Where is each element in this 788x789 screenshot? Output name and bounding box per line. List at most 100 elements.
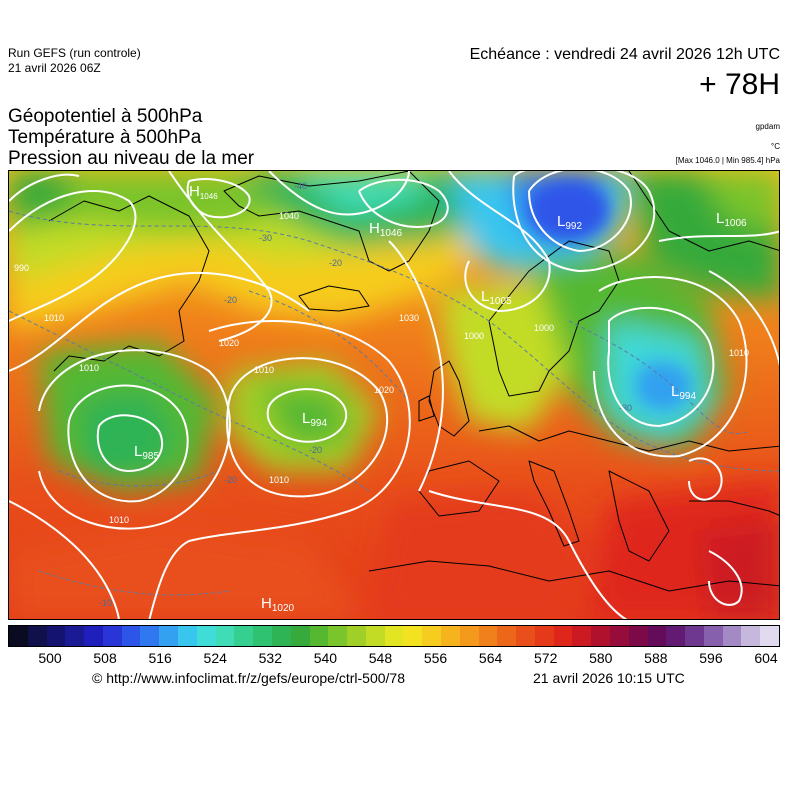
colorbar-swatch [140,626,160,646]
colorbar-tick-label: 548 [368,650,393,666]
colorbar-swatch [497,626,517,646]
colorbar-swatch [516,626,535,646]
title-temperature: Température à 500hPa [8,127,202,148]
low-center: L992 [557,213,582,232]
colorbar-tick-labels: 500 508 516 524 532 540 548 556 564 572 580 588 596 6… [8,650,780,668]
colorbar-swatch [440,626,460,646]
colorbar-tick-label: 532 [258,650,282,666]
colorbar-swatch [478,626,498,646]
colorbar-tick-label: 516 [148,650,172,666]
pressure-range: [Max 1046.0 | Min 985.4] hPa [675,156,780,165]
colorbar-swatch [328,626,348,646]
colorbar-swatch [459,626,479,646]
low-center: L994 [302,410,327,429]
colorbar-swatch [253,626,272,646]
colorbar-swatch [178,626,197,646]
colorbar-tick-label: 588 [644,650,668,666]
colorbar-tick-label: 596 [699,650,723,666]
svg-text:1010: 1010 [254,365,274,375]
lead-time: + 78H [699,68,780,101]
copyright-url: © http://www.infoclimat.fr/z/gefs/europe… [92,670,406,686]
colorbar-swatch [65,626,85,646]
temperature-labels: -40 -30 -20 -20 -20 -20 -10 -30 [99,181,632,608]
colorbar-swatch [215,626,235,646]
colorbar-swatch [347,626,366,646]
run-date: 21 avril 2026 06Z [8,61,101,75]
isobars [9,171,779,619]
weather-map: -40 -30 -20 -20 -20 -20 -10 -30 [8,170,780,620]
svg-text:-30: -30 [259,233,272,243]
colorbar-tick-label: 500 [38,650,62,666]
svg-text:-20: -20 [224,475,237,485]
svg-text:1010: 1010 [109,515,129,525]
colorbar-swatch [271,626,291,646]
colorbar-swatch [290,626,310,646]
colorbar-swatch [741,626,761,646]
weather-map-svg: -40 -30 -20 -20 -20 -20 -10 -30 [9,171,779,619]
low-center: L985 [134,443,159,462]
colorbar-swatch [534,626,554,646]
colorbar [8,625,780,647]
colorbar-tick-label: 580 [589,650,613,666]
colorbar-swatch [365,626,385,646]
colorbar-swatch [610,626,629,646]
colorbar-tick-label: 556 [423,650,448,666]
low-center: L1006 [716,210,747,229]
svg-text:1020: 1020 [219,338,239,348]
low-center: L1005 [481,288,512,307]
colorbar-swatch [553,626,573,646]
colorbar-swatch [403,626,423,646]
svg-text:1040: 1040 [279,211,299,221]
colorbar-swatch [309,626,329,646]
colorbar-swatch [760,626,780,646]
colorbar-swatch [27,626,47,646]
colorbar-swatch [422,626,441,646]
svg-text:1010: 1010 [44,313,64,323]
svg-text:-40: -40 [294,181,307,191]
low-center: L994 [671,383,696,402]
colorbar-swatch [628,626,648,646]
svg-text:-10: -10 [99,598,112,608]
svg-text:1030: 1030 [399,313,419,323]
high-center: H1046 [189,183,218,201]
colorbar-swatch [384,626,404,646]
colorbar-tick-label: 508 [93,650,117,666]
colorbar-swatch [703,626,723,646]
colorbar-swatch [102,626,122,646]
colorbar-swatch [666,626,686,646]
colorbar-swatch [234,626,254,646]
colorbar-tick-label: 564 [478,650,503,666]
issued-time: 21 avril 2026 10:15 UTC [533,670,685,686]
forecast-valid-time: Echéance : vendredi 24 avril 2026 12h UT… [469,46,780,63]
isobar-labels: 1040 1030 1020 1010 1000 1020 1010 1010 … [14,211,749,525]
colorbar-swatch [685,626,704,646]
colorbar-swatch [722,626,742,646]
svg-text:-20: -20 [224,295,237,305]
colorbar-tick-label: 540 [313,650,338,666]
colorbar-swatch [9,626,28,646]
colorbar-swatch [121,626,141,646]
colorbar-swatch [647,626,667,646]
svg-text:1000: 1000 [464,331,484,341]
colorbar-tick-label: 604 [754,650,778,666]
svg-text:-30: -30 [619,403,632,413]
run-name: Run GEFS (run controle) [8,46,141,60]
title-geopotential: Géopotentiel à 500hPa [8,106,203,127]
svg-text:1010: 1010 [269,475,289,485]
unit-geopotential: gpdam [755,122,780,131]
pressure-centers: H1046 H1046 L992 L1006 L1005 L994 L985 L… [134,183,747,614]
colorbar-swatch [591,626,610,646]
svg-text:990: 990 [14,263,29,273]
colorbar-swatch [46,626,66,646]
colorbar-tick-label: 572 [534,650,558,666]
svg-text:-20: -20 [329,258,342,268]
colorbar-swatch [572,626,592,646]
svg-text:1000: 1000 [534,323,554,333]
colorbar-tick-label: 524 [203,650,227,666]
high-center: H1020 [261,595,295,614]
colorbar-swatch [159,626,179,646]
title-pressure: Pression au niveau de la mer [8,148,255,169]
unit-temperature: °C [771,142,780,151]
colorbar-swatch [196,626,216,646]
colorbar-swatch [84,626,103,646]
